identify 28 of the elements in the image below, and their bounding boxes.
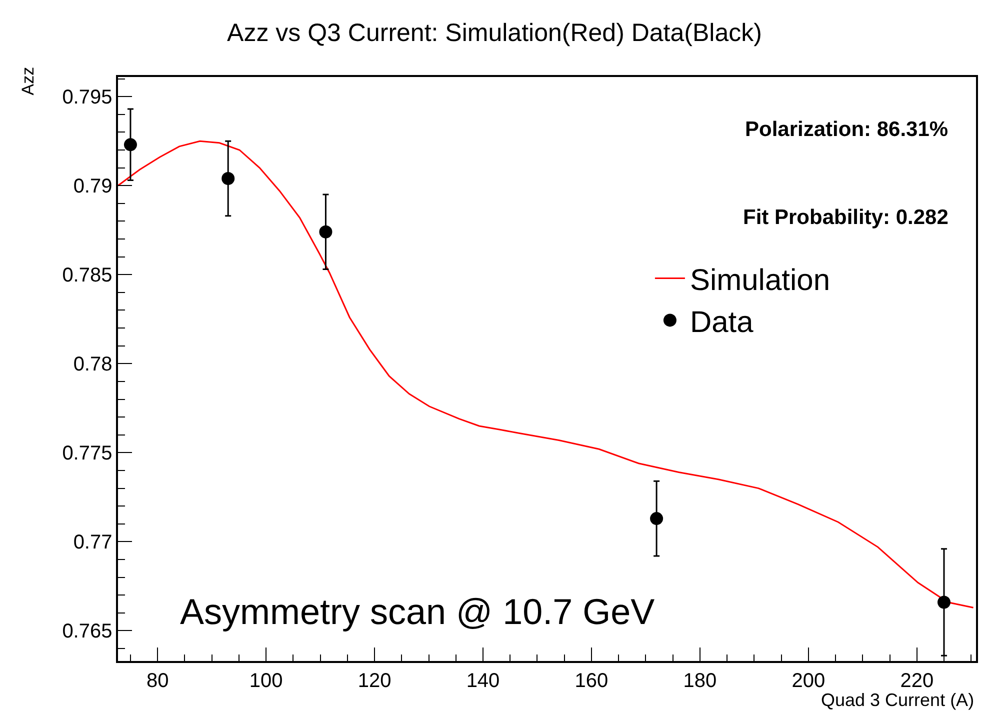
chart-title: Azz vs Q3 Current: Simulation(Red) Data(Black): [227, 18, 762, 47]
y-tick-label: 0.765: [62, 620, 112, 643]
x-tick-label: 200: [792, 670, 826, 692]
annotation: Polarization: 86.31%: [745, 118, 948, 141]
annotation: Asymmetry scan @ 10.7 GeV: [180, 591, 655, 632]
y-tick-label: 0.795: [62, 86, 112, 109]
x-tick-label: 100: [249, 670, 283, 692]
x-tick-label: 220: [900, 670, 934, 692]
y-tick-label: 0.78: [73, 354, 112, 376]
y-tick-label: 0.79: [73, 176, 112, 198]
x-tick-label: 120: [358, 670, 392, 692]
y-axis-title: Azz: [18, 66, 38, 96]
x-tick-label: 80: [146, 670, 169, 692]
point: [124, 138, 137, 152]
point: [938, 596, 950, 609]
legend-label: Simulation: [690, 264, 830, 297]
x-tick-label: 180: [683, 670, 717, 692]
legend-label: Data: [690, 306, 754, 339]
point: [319, 225, 332, 238]
point: [650, 512, 664, 526]
x-tick-label: 160: [574, 670, 608, 692]
point: [222, 172, 235, 185]
y-tick-label: 0.77: [73, 532, 112, 554]
annotation: Fit Probability: 0.282: [743, 206, 948, 229]
y-tick-label: 0.785: [62, 264, 112, 287]
y-tick-label: 0.775: [62, 442, 112, 465]
x-tick-label: 140: [466, 670, 500, 692]
x-axis-title: Quad 3 Current (A): [821, 690, 974, 710]
